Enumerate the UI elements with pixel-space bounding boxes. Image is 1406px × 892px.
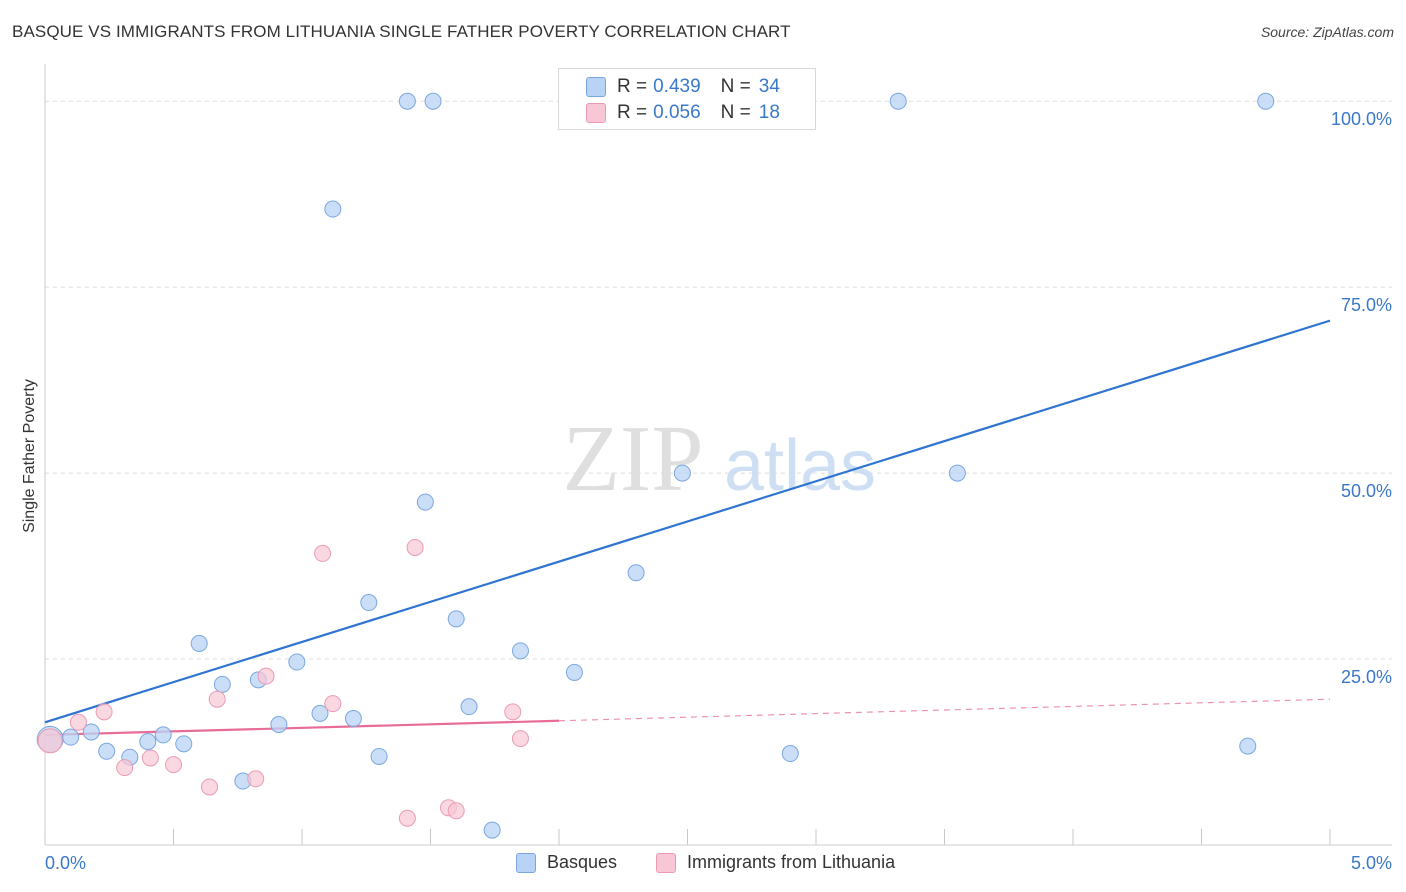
- axes: [44, 64, 1392, 846]
- data-point-lithuania: [511, 730, 529, 748]
- pink-swatch-icon: [586, 103, 606, 123]
- legend-n-label: N =: [720, 102, 751, 123]
- data-point-lithuania: [37, 728, 63, 754]
- data-point-lithuania: [95, 703, 113, 721]
- legend-n-value: 34: [758, 76, 780, 97]
- data-point-lithuania: [257, 667, 275, 685]
- data-point-basques: [424, 92, 442, 110]
- legend-n-label: N =: [720, 76, 751, 97]
- data-point-basques: [324, 200, 342, 218]
- data-point-basques: [460, 698, 478, 716]
- data-point-lithuania: [314, 544, 332, 562]
- data-point-basques: [1239, 737, 1257, 755]
- legend-r-value: 0.056: [653, 102, 701, 123]
- legend-row-lithuania: R = 0.056 N = 18: [559, 100, 780, 126]
- data-point-lithuania: [324, 695, 342, 713]
- legend-r-value: 0.439: [653, 76, 701, 97]
- y-tick-label: 25.0%: [1341, 667, 1392, 687]
- data-point-lithuania: [504, 703, 522, 721]
- data-point-basques: [344, 710, 362, 728]
- legend-row-basques: R = 0.439 N = 34: [559, 74, 780, 100]
- y-tick-label: 75.0%: [1341, 295, 1392, 315]
- data-point-lithuania: [398, 809, 416, 827]
- data-point-basques: [511, 642, 529, 660]
- data-point-lithuania: [406, 538, 424, 556]
- legend-n-value: 18: [758, 102, 780, 123]
- data-point-lithuania: [165, 756, 182, 774]
- trend-line-lithuania: [44, 719, 560, 737]
- watermark-zip: ZIP: [563, 407, 704, 511]
- data-point-basques: [565, 663, 583, 681]
- data-point-basques: [948, 464, 966, 482]
- data-point-basques: [1257, 92, 1275, 110]
- watermark-atlas: atlas: [724, 426, 876, 506]
- data-point-basques: [398, 92, 416, 110]
- bottom-legend-lithuania: Immigrants from Lithuania: [656, 852, 895, 873]
- data-point-basques: [483, 821, 501, 839]
- data-point-basques: [889, 92, 907, 110]
- data-point-basques: [416, 493, 434, 511]
- data-point-lithuania: [247, 770, 265, 788]
- trend-line-lithuania-extension: [558, 698, 1331, 722]
- data-point-lithuania: [116, 759, 134, 777]
- data-point-basques: [213, 675, 231, 693]
- grid-lines: [45, 100, 1392, 660]
- data-point-basques: [311, 704, 329, 722]
- data-point-basques: [98, 742, 116, 760]
- legend: R = 0.439 N = 34 R = 0.056 N = 18: [558, 68, 816, 130]
- data-point-lithuania: [447, 802, 465, 820]
- y-tick-label: 50.0%: [1341, 481, 1392, 501]
- data-point-basques: [82, 723, 100, 741]
- blue-swatch-icon: [586, 77, 606, 97]
- pink-swatch-icon: [656, 852, 676, 873]
- trend-lines: [44, 319, 1331, 737]
- data-point-basques: [627, 564, 645, 582]
- data-point-lithuania: [208, 690, 226, 708]
- source-label: Source: ZipAtlas.com: [1260, 24, 1394, 40]
- data-point-basques: [360, 594, 378, 612]
- data-points: [36, 92, 1275, 839]
- chart-title: BASQUE VS IMMIGRANTS FROM LITHUANIA SING…: [12, 22, 791, 41]
- data-point-basques: [270, 716, 288, 734]
- data-point-basques: [781, 745, 799, 763]
- bottom-legend-basques: Basques: [516, 852, 617, 873]
- data-point-basques: [673, 464, 691, 482]
- legend-r-label: R =: [617, 76, 648, 97]
- data-point-basques: [62, 728, 80, 746]
- x-tick-label: 0.0%: [45, 853, 86, 873]
- y-tick-label: 100.0%: [1331, 109, 1392, 129]
- data-point-basques: [154, 726, 172, 744]
- data-point-lithuania: [200, 778, 218, 796]
- data-point-basques: [447, 610, 465, 628]
- data-point-lithuania: [69, 713, 87, 731]
- data-point-lithuania: [141, 749, 159, 767]
- data-point-basques: [370, 747, 388, 765]
- data-point-basques: [139, 733, 157, 751]
- data-point-basques: [288, 653, 306, 671]
- x-tick-label: 5.0%: [1351, 853, 1392, 873]
- y-axis-label: Single Father Poverty: [21, 379, 38, 533]
- legend-basques-label: Basques: [547, 852, 618, 872]
- blue-swatch-icon: [516, 852, 536, 873]
- trend-line-basques: [44, 319, 1331, 724]
- watermark: ZIP atlas: [563, 407, 877, 511]
- data-point-basques: [190, 634, 208, 652]
- data-point-basques: [175, 735, 193, 753]
- legend-lithuania-label: Immigrants from Lithuania: [687, 852, 896, 872]
- tick-labels: 100.0% 75.0% 50.0% 25.0% 0.0% 5.0%: [45, 109, 1392, 873]
- legend-r-label: R =: [617, 102, 648, 123]
